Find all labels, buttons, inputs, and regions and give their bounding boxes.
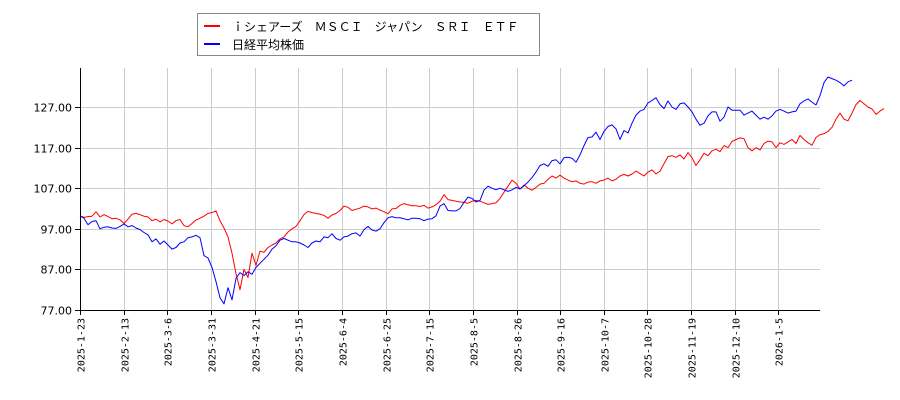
- series-lines: [79, 76, 885, 305]
- x-tick-label: 2025-1-23: [77, 318, 88, 372]
- legend-label: ｉシェアーズ ＭＳＣＩ ジャパン ＳＲＩ ＥＴＦ: [232, 19, 519, 34]
- legend-item-ishares-msci-japan-sri-etf: ｉシェアーズ ＭＳＣＩ ジャパン ＳＲＩ ＥＴＦ: [204, 17, 519, 35]
- y-tick-label: 77.00: [41, 305, 73, 318]
- x-tick-label: 2025-11-19: [688, 318, 699, 378]
- x-tick-label: 2025-3-31: [208, 318, 219, 372]
- y-tick-label: 117.00: [34, 143, 73, 156]
- x-tick-label: 2025-9-16: [557, 318, 568, 372]
- x-tick-label: 2025-12-10: [732, 318, 743, 378]
- y-tick-label: 87.00: [41, 264, 73, 277]
- series-line: [79, 76, 853, 305]
- legend: ｉシェアーズ ＭＳＣＩ ジャパン ＳＲＩ ＥＴＦ 日経平均株価: [197, 13, 540, 56]
- x-tick-label: 2025-6-25: [383, 318, 394, 372]
- x-tick-label: 2025-4-21: [252, 318, 263, 372]
- gridlines: [80, 68, 820, 310]
- y-tick-label: 107.00: [34, 183, 73, 196]
- x-tick-label: 2025-10-28: [644, 318, 655, 378]
- x-tick-label: 2025-7-15: [426, 318, 437, 372]
- y-tick-label: 97.00: [41, 224, 73, 237]
- series-line: [79, 100, 885, 291]
- x-tick-label: 2025-6-4: [339, 318, 350, 366]
- x-tick-label: 2025-5-15: [295, 318, 306, 372]
- x-tick-label: 2026-1-5: [775, 318, 786, 366]
- legend-label: 日経平均株価: [232, 37, 305, 52]
- x-tick-label: 2025-8-5: [470, 318, 481, 366]
- y-tick-label: 127.00: [34, 102, 73, 115]
- x-tick-label: 2025-10-7: [601, 318, 612, 372]
- axes: [80, 68, 820, 311]
- legend-swatch-blue: [204, 43, 220, 45]
- x-tick-label: 2025-3-6: [164, 318, 175, 366]
- y-axis-ticks: 77.00 87.00 97.00 107.00 117.00 127.00: [34, 102, 80, 318]
- x-tick-label: 2025-8-26: [514, 318, 525, 372]
- legend-swatch-red: [204, 25, 220, 27]
- x-tick-label: 2025-2-13: [121, 318, 132, 372]
- legend-item-nikkei-225: 日経平均株価: [204, 35, 304, 53]
- x-axis-ticks: 2025-1-23 2025-2-13 2025-3-6 2025-3-31 2025-…: [77, 310, 786, 378]
